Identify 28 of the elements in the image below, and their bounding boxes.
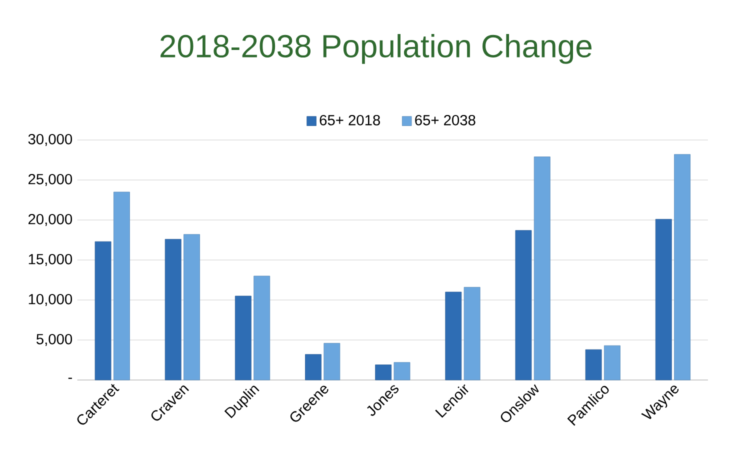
bar xyxy=(515,230,532,380)
bar xyxy=(114,192,130,380)
y-tick-label: 25,000 xyxy=(28,174,72,186)
bar xyxy=(94,242,112,380)
y-tick-label: 5,000 xyxy=(36,334,72,346)
legend-label: 65+ 2018 xyxy=(320,115,380,126)
bar xyxy=(254,276,270,380)
bar xyxy=(585,350,602,380)
y-tick-label: 10,000 xyxy=(28,294,72,306)
bar xyxy=(305,354,322,380)
bar xyxy=(234,296,252,380)
chart-title: 2018-2038 Population Change xyxy=(160,34,592,64)
bar xyxy=(655,219,672,380)
bar xyxy=(375,364,392,380)
bar xyxy=(324,343,340,380)
bar xyxy=(674,154,690,380)
bar xyxy=(184,234,200,380)
bar xyxy=(464,287,480,380)
bar xyxy=(164,239,182,380)
legend-label: 65+ 2038 xyxy=(415,115,476,126)
bar xyxy=(604,346,620,380)
y-tick-label: 30,000 xyxy=(28,134,72,146)
bar xyxy=(394,362,410,380)
y-tick-label: 20,000 xyxy=(28,214,72,226)
bar xyxy=(534,156,550,380)
y-tick-label: - xyxy=(68,378,72,380)
y-tick-label: 15,000 xyxy=(28,254,72,266)
bar xyxy=(445,292,462,380)
